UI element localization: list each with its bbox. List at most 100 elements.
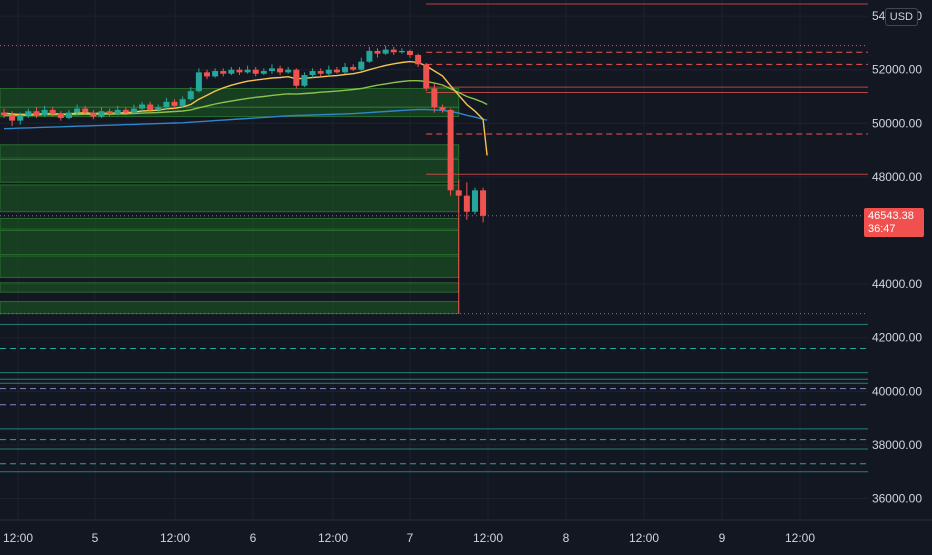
candle-body [220, 71, 227, 74]
candle-body [366, 50, 373, 62]
candle-body [114, 109, 121, 114]
time-tick-label: 6 [250, 531, 257, 545]
candle-body [57, 113, 64, 118]
candle-body [204, 72, 210, 77]
support-zone [0, 184, 460, 213]
candle-body [439, 107, 446, 110]
candle-body [447, 109, 454, 191]
price-tick-label: 42000.00 [872, 331, 922, 345]
price-tick-label: 44000.00 [872, 277, 922, 291]
candles [1, 45, 487, 314]
candle-body [74, 108, 81, 113]
price-tick-label: 38000.00 [872, 438, 922, 452]
price-tick-label: 40000.00 [872, 384, 922, 398]
candle-body [49, 109, 56, 114]
candle-body [317, 71, 324, 74]
last-price-tag: 46543.38 36:47 [864, 207, 924, 237]
support-zones [0, 87, 460, 315]
support-zone [0, 87, 460, 108]
candle-body [301, 75, 308, 86]
candle-body [398, 50, 405, 53]
candle-body [333, 69, 340, 73]
candle-body [374, 50, 381, 54]
ema-slow-line [3, 108, 488, 130]
candle-body [350, 67, 357, 70]
candle-body [65, 112, 72, 118]
candle-body [390, 49, 397, 53]
candle-body [9, 115, 16, 121]
candle-body [358, 61, 365, 70]
time-tick-label: 12:00 [160, 531, 190, 545]
candle-body [179, 99, 186, 106]
candle-body [163, 101, 170, 108]
candle-body [285, 69, 292, 73]
currency-label[interactable]: USD [884, 8, 918, 26]
time-tick-label: 9 [719, 531, 726, 545]
time-tick-label: 8 [563, 531, 570, 545]
candle-countdown: 36:47 [868, 222, 896, 235]
candle-body [82, 108, 89, 113]
candle-body [463, 195, 470, 212]
support-zone [0, 282, 460, 293]
candle-body [382, 49, 389, 54]
support-zone [0, 106, 460, 118]
support-zone [0, 255, 460, 278]
candle-body [1, 112, 7, 116]
price-axis[interactable]: 54000.0052000.0050000.0048000.0044000.00… [868, 0, 932, 550]
last-price-value: 46543.38 [868, 209, 914, 222]
time-tick-label: 12:00 [318, 531, 348, 545]
candle-body [147, 104, 154, 110]
time-axis[interactable]: 12:00 5 12:00 6 12:00 7 12:00 8 12:00 9 12:00 [0, 519, 932, 550]
price-tick-label: 36000.00 [872, 492, 922, 506]
price-axis-bg [868, 0, 932, 550]
candle-body [212, 71, 219, 77]
candle-body [244, 69, 251, 73]
time-axis-bg [0, 520, 932, 550]
support-zone [0, 230, 460, 256]
candle-body [407, 50, 413, 55]
candle-body [309, 71, 316, 76]
candle-body [122, 109, 129, 113]
support-zone [0, 158, 460, 183]
candle-body [260, 71, 267, 74]
candle-body [415, 54, 422, 65]
candle-body [98, 111, 105, 117]
candle-body [268, 68, 275, 72]
price-tick-label: 50000.00 [872, 116, 922, 130]
candle-body [195, 72, 202, 92]
time-tick-label: 12:00 [473, 531, 503, 545]
candle-body [17, 115, 24, 121]
level-lines [0, 3, 868, 473]
candle-body [455, 190, 462, 196]
candle-body [228, 69, 235, 74]
candle-body [471, 190, 478, 212]
support-zone [0, 301, 460, 315]
price-tick-label: 52000.00 [872, 63, 922, 77]
candle-body [171, 101, 178, 106]
time-tick-label: 12:00 [629, 531, 659, 545]
price-tick-label: 48000.00 [872, 170, 922, 184]
candle-body [155, 107, 162, 110]
candle-body [277, 68, 284, 73]
candle-body [236, 69, 243, 73]
support-zone [0, 217, 460, 230]
candle-body [293, 69, 300, 86]
candle-body [252, 69, 259, 74]
time-tick-label: 12:00 [785, 531, 815, 545]
candle-body [423, 64, 430, 89]
candle-body [139, 104, 146, 109]
candle-body [41, 109, 48, 116]
time-tick-label: 7 [407, 531, 414, 545]
candle-body [106, 111, 113, 114]
candle-body [431, 88, 438, 108]
candle-body [342, 67, 349, 73]
candle-body [33, 111, 40, 116]
support-zone [0, 144, 460, 159]
candle-body [90, 112, 97, 117]
time-tick-label: 5 [92, 531, 99, 545]
candle-body [25, 111, 32, 116]
time-tick-label: 12:00 [3, 531, 33, 545]
candle-body [187, 91, 194, 100]
